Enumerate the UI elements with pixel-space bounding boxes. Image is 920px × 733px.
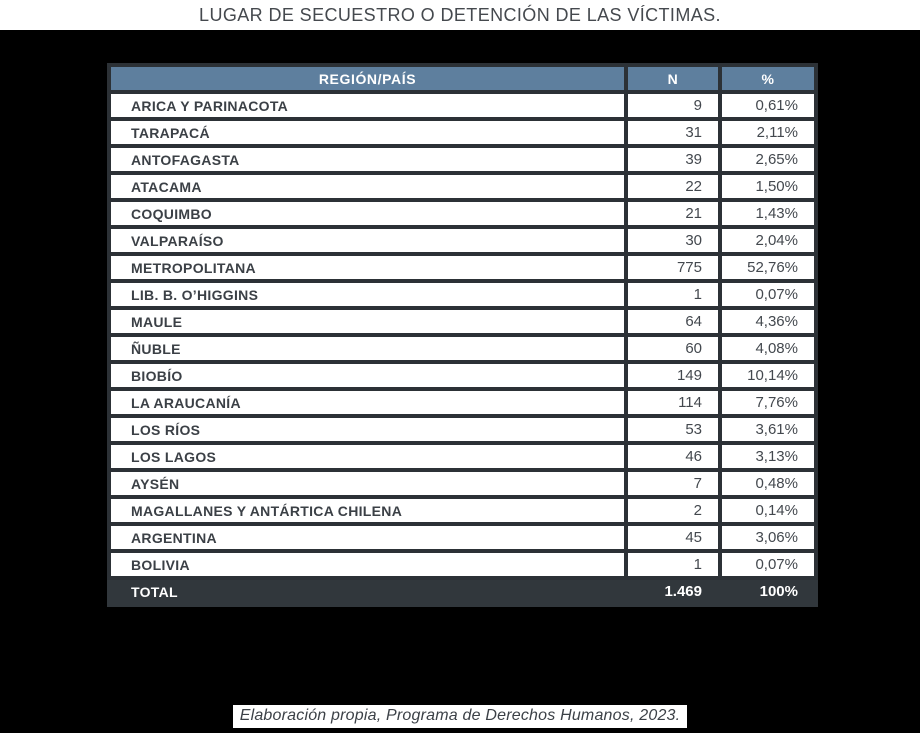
pct-cell: 0,07% (718, 549, 818, 580)
region-cell: LA ARAUCANÍA (107, 387, 628, 418)
n-cell: 45 (624, 522, 722, 553)
pct-cell: 52,76% (718, 252, 818, 283)
caption: Elaboración propia, Programa de Derechos… (232, 705, 688, 728)
region-cell: ARICA Y PARINACOTA (107, 90, 628, 121)
n-cell: 39 (624, 144, 722, 175)
n-cell: 9 (624, 90, 722, 121)
n-cell: 114 (624, 387, 722, 418)
table-row: AYSÉN 7 0,48% (107, 468, 818, 499)
pct-cell: 3,06% (718, 522, 818, 553)
pct-cell: 0,61% (718, 90, 818, 121)
title-band: LUGAR DE SECUESTRO O DETENCIÓN DE LAS VÍ… (0, 0, 920, 30)
table-row: TARAPACÁ 31 2,11% (107, 117, 818, 148)
table-row: BIOBÍO 149 10,14% (107, 360, 818, 391)
region-cell: VALPARAÍSO (107, 225, 628, 256)
n-cell: 53 (624, 414, 722, 445)
total-pct-cell: 100% (718, 576, 818, 607)
pct-cell: 3,61% (718, 414, 818, 445)
table-row: ARGENTINA 45 3,06% (107, 522, 818, 553)
region-cell: MAGALLANES Y ANTÁRTICA CHILENA (107, 495, 628, 526)
table-row: LOS RÍOS 53 3,61% (107, 414, 818, 445)
region-cell: LOS LAGOS (107, 441, 628, 472)
region-cell: LIB. B. O’HIGGINS (107, 279, 628, 310)
column-header-region: REGIÓN/PAÍS (107, 63, 628, 94)
n-cell: 46 (624, 441, 722, 472)
table-row: LA ARAUCANÍA 114 7,76% (107, 387, 818, 418)
pct-cell: 2,11% (718, 117, 818, 148)
table-row: MAULE 64 4,36% (107, 306, 818, 337)
pct-cell: 2,65% (718, 144, 818, 175)
table-row: COQUIMBO 21 1,43% (107, 198, 818, 229)
n-cell: 775 (624, 252, 722, 283)
pct-cell: 2,04% (718, 225, 818, 256)
table-row: BOLIVIA 1 0,07% (107, 549, 818, 580)
table-container: REGIÓN/PAÍS N % ARICA Y PARINACOTA 9 0,61%… (107, 63, 818, 607)
region-cell: MAULE (107, 306, 628, 337)
column-header-pct: % (718, 63, 818, 94)
table-row: ATACAMA 22 1,50% (107, 171, 818, 202)
n-cell: 30 (624, 225, 722, 256)
n-cell: 7 (624, 468, 722, 499)
region-cell: BIOBÍO (107, 360, 628, 391)
table-row: METROPOLITANA 775 52,76% (107, 252, 818, 283)
pct-cell: 1,50% (718, 171, 818, 202)
pct-cell: 4,36% (718, 306, 818, 337)
pct-cell: 0,07% (718, 279, 818, 310)
n-cell: 60 (624, 333, 722, 364)
region-cell: ATACAMA (107, 171, 628, 202)
table-row: ARICA Y PARINACOTA 9 0,61% (107, 90, 818, 121)
table-row: ANTOFAGASTA 39 2,65% (107, 144, 818, 175)
region-cell: AYSÉN (107, 468, 628, 499)
n-cell: 21 (624, 198, 722, 229)
table-row: ÑUBLE 60 4,08% (107, 333, 818, 364)
pct-cell: 0,48% (718, 468, 818, 499)
total-label-cell: TOTAL (107, 576, 628, 607)
pct-cell: 10,14% (718, 360, 818, 391)
region-cell: LOS RÍOS (107, 414, 628, 445)
n-cell: 1 (624, 549, 722, 580)
n-cell: 149 (624, 360, 722, 391)
column-header-n: N (624, 63, 722, 94)
table-body: ARICA Y PARINACOTA 9 0,61% TARAPACÁ 31 2,11% A… (107, 90, 818, 580)
region-cell: COQUIMBO (107, 198, 628, 229)
table-row: LOS LAGOS 46 3,13% (107, 441, 818, 472)
region-cell: ARGENTINA (107, 522, 628, 553)
pct-cell: 4,08% (718, 333, 818, 364)
pct-cell: 7,76% (718, 387, 818, 418)
table-row: MAGALLANES Y ANTÁRTICA CHILENA 2 0,14% (107, 495, 818, 526)
region-cell: ÑUBLE (107, 333, 628, 364)
table-row: LIB. B. O’HIGGINS 1 0,07% (107, 279, 818, 310)
total-n-cell: 1.469 (624, 576, 722, 607)
n-cell: 22 (624, 171, 722, 202)
region-cell: TARAPACÁ (107, 117, 628, 148)
region-cell: ANTOFAGASTA (107, 144, 628, 175)
total-row: TOTAL 1.469 100% (107, 576, 818, 607)
page-title: LUGAR DE SECUESTRO O DETENCIÓN DE LAS VÍ… (199, 4, 721, 25)
n-cell: 64 (624, 306, 722, 337)
table-row: VALPARAÍSO 30 2,04% (107, 225, 818, 256)
regions-table: REGIÓN/PAÍS N % ARICA Y PARINACOTA 9 0,61%… (107, 63, 818, 607)
n-cell: 2 (624, 495, 722, 526)
region-cell: METROPOLITANA (107, 252, 628, 283)
pct-cell: 3,13% (718, 441, 818, 472)
pct-cell: 1,43% (718, 198, 818, 229)
n-cell: 31 (624, 117, 722, 148)
pct-cell: 0,14% (718, 495, 818, 526)
table-header-row: REGIÓN/PAÍS N % (107, 63, 818, 94)
region-cell: BOLIVIA (107, 549, 628, 580)
caption-band: Elaboración propia, Programa de Derechos… (0, 705, 920, 728)
n-cell: 1 (624, 279, 722, 310)
